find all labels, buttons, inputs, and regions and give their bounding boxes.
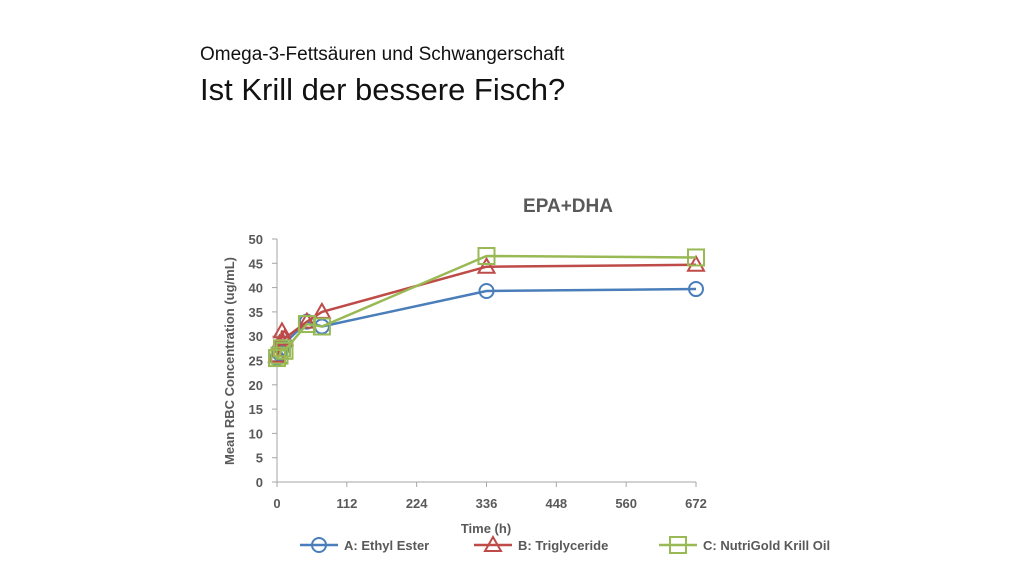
data-point-krill-oil <box>272 339 291 358</box>
y-axis-label: Mean RBC Concentration (ug/mL) <box>222 257 237 465</box>
series-krill-oil <box>268 247 705 368</box>
legend-item-krill-oil: C: NutriGold Krill Oil <box>659 536 830 554</box>
legend-marker <box>669 536 687 554</box>
legend-label: C: NutriGold Krill Oil <box>703 538 830 553</box>
slide-subtitle: Omega-3-Fettsäuren und Schwangerschaft <box>200 44 565 65</box>
data-point-ethyl-ester <box>478 283 495 300</box>
legend-marker <box>311 537 327 553</box>
series-line-ethyl-ester <box>275 287 697 359</box>
x-tick-label: 0 <box>273 496 280 511</box>
y-tick-label: 30 <box>249 329 263 344</box>
data-point-ethyl-ester <box>688 281 704 298</box>
chart-legend: A: Ethyl Ester B: Triglyceride C: NutriGol… <box>300 534 830 554</box>
slide-title: Ist Krill der bessere Fisch? <box>200 72 566 107</box>
legend-marker <box>483 534 503 552</box>
data-point-triglyceride <box>686 254 706 272</box>
legend-item-triglyceride: B: Triglyceride <box>474 534 608 553</box>
legend-label: B: Triglyceride <box>518 538 608 553</box>
y-tick-label: 45 <box>249 256 263 271</box>
series-line-triglyceride <box>275 263 697 356</box>
x-tick-label: 112 <box>336 496 357 511</box>
y-tick-label: 25 <box>249 354 263 369</box>
y-tick-label: 35 <box>249 305 263 320</box>
y-tick-label: 20 <box>249 378 263 393</box>
y-tick-label: 5 <box>256 451 263 466</box>
data-point-triglyceride <box>272 321 292 339</box>
y-tick-label: 50 <box>249 232 263 247</box>
data-point-krill-oil <box>297 315 316 334</box>
y-tick-label: 0 <box>256 475 263 490</box>
chart-plot-area <box>267 247 706 368</box>
legend-label: A: Ethyl Ester <box>344 538 429 553</box>
x-tick-label: 560 <box>615 496 637 511</box>
data-point-krill-oil <box>477 247 496 266</box>
y-tick-label: 10 <box>249 426 263 441</box>
data-point-krill-oil <box>275 341 294 360</box>
x-tick-label: 448 <box>545 496 567 511</box>
chart-axes: 0 5 10 15 20 25 30 35 40 45 50 0 112 224 336 448 560 672 <box>249 232 707 511</box>
x-axis-label: Time (h) <box>461 521 511 536</box>
data-point-krill-oil <box>687 248 705 267</box>
x-tick-label: 224 <box>406 496 428 511</box>
legend-item-ethyl-ester: A: Ethyl Ester <box>300 537 429 553</box>
y-tick-label: 15 <box>249 402 263 417</box>
x-tick-label: 336 <box>476 496 498 511</box>
data-point-triglyceride <box>274 328 295 346</box>
data-point-triglyceride <box>476 256 497 274</box>
chart-title: EPA+DHA <box>523 196 613 217</box>
data-point-triglyceride <box>297 311 317 329</box>
data-point-krill-oil <box>312 317 331 336</box>
series-line-krill-oil <box>276 254 697 359</box>
y-tick-label: 40 <box>249 281 263 296</box>
series-ethyl-ester <box>269 281 704 367</box>
series-triglyceride <box>267 254 706 363</box>
x-tick-label: 672 <box>685 496 707 511</box>
